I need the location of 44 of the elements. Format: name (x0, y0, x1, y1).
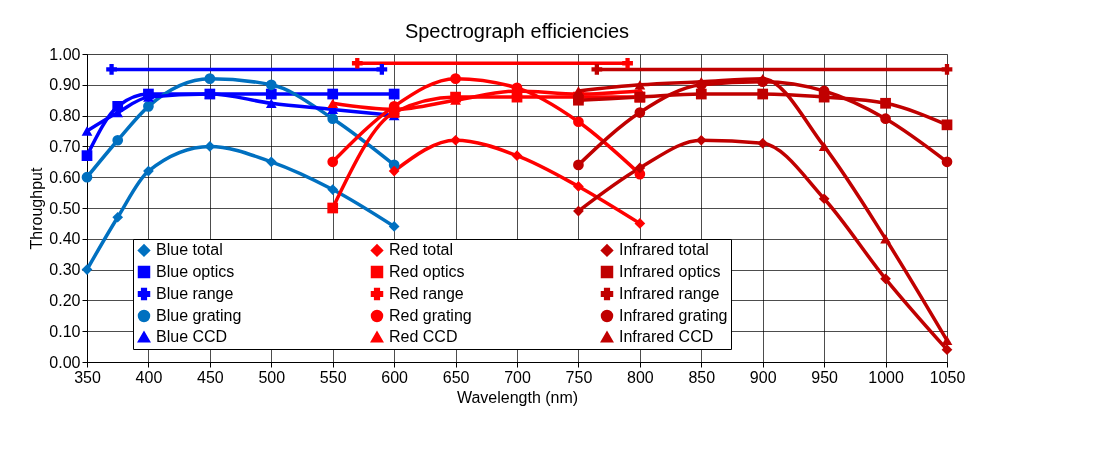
y-tick-label: 0.00 (49, 353, 81, 371)
x-tick-label: 900 (749, 368, 777, 386)
y-tick-label: 0.60 (49, 168, 81, 186)
legend-label: Infrared CCD (619, 328, 714, 345)
x-tick-label: 350 (74, 368, 101, 386)
x-tick-label: 1000 (868, 368, 904, 386)
legend-label: Red range (389, 285, 464, 302)
y-tick-label: 0.40 (49, 230, 81, 248)
x-tick-label: 950 (811, 368, 839, 386)
y-tick-label: 0.50 (49, 199, 81, 217)
x-tick-label: 850 (688, 368, 716, 386)
legend-label: Infrared grating (619, 307, 728, 324)
x-tick-label: 600 (381, 368, 409, 386)
legend-label: Red optics (389, 263, 465, 280)
x-tick-label: 650 (442, 368, 470, 386)
legend-label: Red total (389, 241, 454, 259)
x-axis-title: Wavelength (nm) (456, 388, 579, 406)
legend-label: Infrared optics (619, 263, 721, 280)
legend-label: Infrared range (619, 285, 720, 302)
chart-title: Spectrograph efficiencies (404, 20, 630, 42)
y-tick-label: 0.30 (49, 261, 81, 279)
x-tick-label: 800 (627, 368, 654, 386)
y-tick-label: 0.80 (49, 107, 81, 125)
y-tick-label: 0.20 (49, 291, 81, 309)
y-axis-title: Throughput (28, 167, 46, 250)
legend-label: Blue grating (156, 307, 242, 324)
x-tick-label: 1050 (929, 368, 966, 386)
x-tick-label: 450 (197, 368, 224, 386)
x-tick-label: 550 (319, 368, 347, 386)
legend-label: Blue CCD (156, 328, 228, 345)
x-tick-label: 500 (258, 368, 286, 386)
y-tick-label: 0.10 (49, 322, 81, 340)
legend-label: Red CCD (389, 328, 458, 345)
x-tick-label: 400 (135, 368, 163, 386)
x-tick-label: 700 (504, 368, 531, 386)
legend-label: Blue range (156, 285, 234, 302)
y-tick-label: 0.70 (49, 137, 81, 155)
x-tick-label: 750 (565, 368, 593, 386)
legend-label: Red grating (389, 307, 472, 324)
legend-label: Blue optics (156, 263, 235, 280)
legend-label: Blue total (156, 241, 223, 259)
legend-label: Infrared total (619, 241, 709, 259)
y-tick-label: 1.00 (49, 45, 81, 63)
y-tick-label: 0.90 (49, 76, 81, 94)
